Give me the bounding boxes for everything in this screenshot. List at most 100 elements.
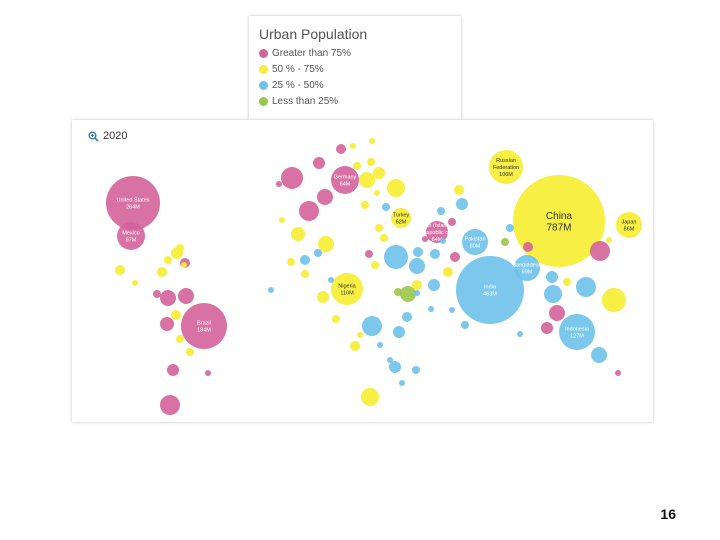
bubble[interactable] xyxy=(153,290,161,298)
bubble[interactable] xyxy=(448,218,456,226)
bubble[interactable] xyxy=(544,285,562,303)
bubble[interactable] xyxy=(361,388,379,406)
bubble[interactable] xyxy=(422,236,428,242)
bubble[interactable] xyxy=(399,380,405,386)
bubble-mexico[interactable] xyxy=(117,222,145,250)
bubble[interactable] xyxy=(268,287,274,293)
bubble[interactable] xyxy=(369,138,375,144)
bubble[interactable] xyxy=(300,255,310,265)
bubble[interactable] xyxy=(314,249,322,257)
bubble[interactable] xyxy=(591,347,607,363)
bubble[interactable] xyxy=(413,247,423,257)
bubble[interactable] xyxy=(291,227,305,241)
bubble[interactable] xyxy=(328,277,334,283)
legend-item-less-than-25[interactable]: Less than 25% xyxy=(259,96,338,107)
bubble[interactable] xyxy=(332,315,340,323)
bubble[interactable] xyxy=(443,267,453,277)
bubble[interactable] xyxy=(400,286,416,302)
bubble[interactable] xyxy=(517,331,523,337)
bubble[interactable] xyxy=(373,167,385,179)
bubble[interactable] xyxy=(501,238,509,246)
bubble[interactable] xyxy=(546,271,558,283)
bubble[interactable] xyxy=(374,190,380,196)
bubble[interactable] xyxy=(456,198,468,210)
bubble[interactable] xyxy=(181,262,187,268)
bubble-bangladesh[interactable] xyxy=(514,255,540,281)
bubble[interactable] xyxy=(176,335,184,343)
bubble[interactable] xyxy=(353,162,361,170)
bubble[interactable] xyxy=(393,326,405,338)
legend-item-25-50[interactable]: 25 % - 50% xyxy=(259,80,324,91)
bubble-india[interactable] xyxy=(456,256,524,324)
zoom-icon[interactable] xyxy=(88,131,99,142)
bubble[interactable] xyxy=(377,342,383,348)
bubble[interactable] xyxy=(186,348,194,356)
bubble[interactable] xyxy=(301,270,309,278)
bubble-united-states[interactable] xyxy=(106,176,160,230)
bubble[interactable] xyxy=(281,167,303,189)
bubble[interactable] xyxy=(387,179,405,197)
bubble[interactable] xyxy=(549,305,565,321)
bubble[interactable] xyxy=(454,185,464,195)
bubble[interactable] xyxy=(160,317,174,331)
bubble-brazil[interactable] xyxy=(181,303,227,349)
bubble[interactable] xyxy=(361,201,369,209)
bubble[interactable] xyxy=(176,244,184,252)
bubble[interactable] xyxy=(350,341,360,351)
bubble[interactable] xyxy=(412,280,422,290)
bubble[interactable] xyxy=(382,203,390,211)
bubble[interactable] xyxy=(318,236,334,252)
bubble-pakistan[interactable] xyxy=(462,229,488,255)
bubble[interactable] xyxy=(541,322,553,334)
bubble[interactable] xyxy=(167,364,179,376)
bubble[interactable] xyxy=(409,258,425,274)
bubble[interactable] xyxy=(606,237,612,243)
bubble[interactable] xyxy=(375,224,383,232)
bubble[interactable] xyxy=(367,158,375,166)
bubble[interactable] xyxy=(132,280,138,286)
bubble-iran-islamic-republic-of[interactable] xyxy=(426,221,448,243)
bubble[interactable] xyxy=(115,265,125,275)
bubble[interactable] xyxy=(157,267,167,277)
bubble-russian-federation[interactable] xyxy=(489,150,523,184)
bubble[interactable] xyxy=(365,250,373,258)
bubble[interactable] xyxy=(428,279,440,291)
bubble-turkey[interactable] xyxy=(391,208,411,228)
bubble[interactable] xyxy=(506,224,514,232)
bubble[interactable] xyxy=(602,288,626,312)
bubble[interactable] xyxy=(362,316,382,336)
bubble[interactable] xyxy=(164,256,172,264)
bubble[interactable] xyxy=(576,277,596,297)
bubble[interactable] xyxy=(276,181,282,187)
bubble[interactable] xyxy=(450,252,460,262)
bubble-indonesia[interactable] xyxy=(559,314,595,350)
bubble[interactable] xyxy=(387,357,393,363)
bubble[interactable] xyxy=(402,312,412,322)
bubble-china[interactable] xyxy=(513,175,605,267)
bubble-japan[interactable] xyxy=(616,212,642,238)
bubble[interactable] xyxy=(389,361,401,373)
bubble[interactable] xyxy=(449,307,455,313)
bubble[interactable] xyxy=(414,290,420,296)
bubble[interactable] xyxy=(317,189,333,205)
bubble[interactable] xyxy=(317,291,329,303)
bubble[interactable] xyxy=(428,306,434,312)
bubble[interactable] xyxy=(563,278,571,286)
bubble[interactable] xyxy=(371,261,379,269)
bubble[interactable] xyxy=(523,242,533,252)
bubble[interactable] xyxy=(384,245,408,269)
bubble[interactable] xyxy=(615,370,621,376)
bubble[interactable] xyxy=(178,288,194,304)
bubble[interactable] xyxy=(437,207,445,215)
bubble[interactable] xyxy=(313,157,325,169)
legend-item-greater-than-75[interactable]: Greater than 75% xyxy=(259,48,351,59)
bubble[interactable] xyxy=(380,234,388,242)
bubble[interactable] xyxy=(160,395,180,415)
bubble[interactable] xyxy=(430,249,440,259)
legend-item-50-75[interactable]: 50 % - 75% xyxy=(259,64,324,75)
bubble[interactable] xyxy=(171,310,181,320)
bubble[interactable] xyxy=(461,321,469,329)
bubble[interactable] xyxy=(336,144,346,154)
bubble[interactable] xyxy=(359,172,375,188)
bubble[interactable] xyxy=(350,143,356,149)
